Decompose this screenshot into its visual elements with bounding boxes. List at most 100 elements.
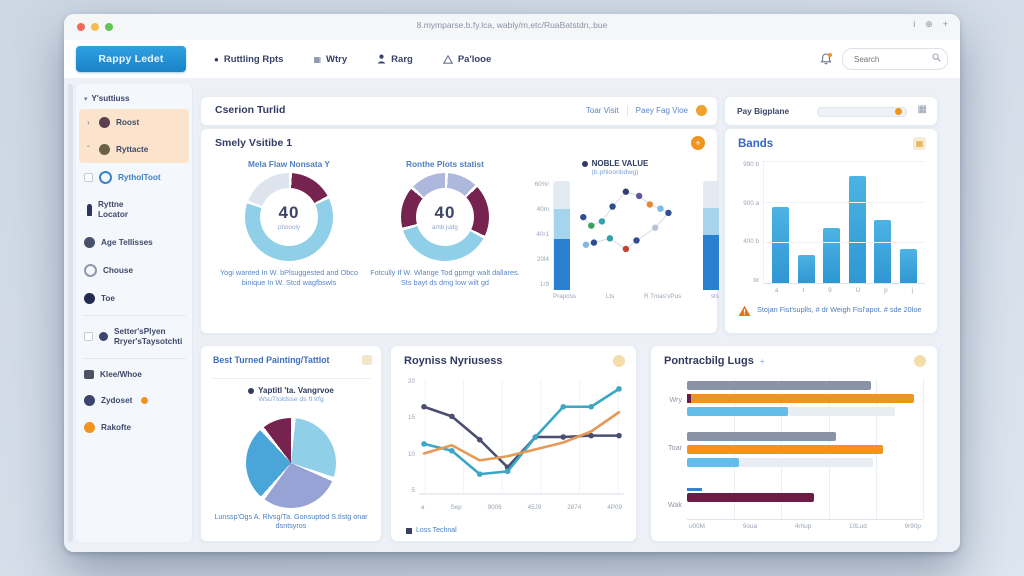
window-add-icon[interactable]: + <box>942 19 948 29</box>
donut-center-value: 40 <box>434 203 456 222</box>
divider <box>82 358 186 359</box>
horizontal-bar-chart: Wry Toar Wak u00M 9oua 4rhup 10Lud 9r90p <box>661 378 924 533</box>
sidebar-header: ▾ Y'suttiuss <box>76 88 192 109</box>
notifications-button[interactable] <box>819 52 833 66</box>
warning-text: Stojan Fist'suplls, # dr Weigh Fisl'apot… <box>757 305 922 314</box>
checkbox[interactable] <box>84 173 93 182</box>
sidebar-item-sublabel: Rryer'sTaysotchti <box>114 336 183 346</box>
sidebar-item-age-tellisses[interactable]: Age Tellisses <box>76 229 192 256</box>
legend-label: Loss Technal <box>416 527 457 534</box>
header-link-1[interactable]: Toar Visit <box>585 106 619 115</box>
sidebar-item-setters[interactable]: Setter'sPlyen Rryer'sTaysotchti <box>76 319 192 356</box>
sidebar-item-rakofte[interactable]: Rakofte <box>76 414 192 441</box>
donut-panel-1: Mela Flaw Nonsata Y 40 phoooly Yogi want… <box>211 157 367 329</box>
person-icon <box>377 54 386 64</box>
legend-label: Yaptitl 'ta. Vangrvoe <box>258 386 334 395</box>
dot-icon <box>84 422 95 433</box>
plot-area <box>763 161 925 284</box>
progress-slider[interactable] <box>817 107 907 117</box>
sidebar-item-ryttne[interactable]: Ryttne Locator <box>76 192 192 229</box>
plot-area <box>552 179 719 290</box>
card-title-plus[interactable]: + <box>759 357 765 366</box>
database-icon <box>84 370 94 379</box>
nav-item-reports[interactable]: ● Ruttling Rpts <box>214 54 283 65</box>
sphere-icon <box>99 117 110 128</box>
nav-item-alerts[interactable]: Pa'looe <box>442 54 491 65</box>
donut-center-value: 40 <box>278 203 300 222</box>
bands-options-icon[interactable]: ▦ <box>913 137 926 150</box>
divider <box>211 378 371 379</box>
chart-caption: Fotcully If W. Wlange Tod gpmgr walt dal… <box>370 268 520 287</box>
window-titlebar: 8.mymparse.b.fy.lca, wably/m,etc/RuaBats… <box>64 14 960 41</box>
dot-icon <box>84 395 95 406</box>
dot-icon <box>84 292 95 304</box>
app-body: ▾ Y'suttiuss › Roost ˆ Ryttacte RytholTo <box>64 78 960 552</box>
checkbox[interactable] <box>84 332 93 342</box>
sidebar-item-zydoset[interactable]: Zydoset <box>76 387 192 414</box>
bar <box>823 228 841 283</box>
legend-sublabel: WsuTtoldsse ds ft lrfg <box>258 396 324 403</box>
sphere-icon <box>99 144 110 155</box>
sidebar-item-label: Zydoset <box>101 396 133 405</box>
donut-panel-2: Ronthe Plots statist 40 amb judg Fotcull… <box>367 157 523 329</box>
donut-center-label: amb judg <box>432 224 458 231</box>
chart-legend: Loss Technal <box>406 527 457 534</box>
donut-chart-2: 40 amb judg <box>400 173 489 261</box>
slider-handle[interactable] <box>895 108 902 115</box>
sidebar-item-rytholtoot[interactable]: RytholToot <box>76 163 192 192</box>
chart-caption: Yogi wanted In W. bPlsuggested and Obco … <box>219 268 359 287</box>
card-title: Bands <box>738 138 774 150</box>
key-icon <box>87 204 92 217</box>
sidebar-item-kleewhoe[interactable]: Klee/Whoe <box>76 362 192 387</box>
legend-dot-icon <box>581 160 588 167</box>
sidebar-item-sublabel: Locator <box>98 210 129 220</box>
window-settings-icon[interactable]: ⊕ <box>925 19 933 29</box>
sidebar-header-label: Y'suttiuss <box>91 94 130 103</box>
card-accent-icon[interactable] <box>613 355 625 367</box>
search-input[interactable] <box>852 50 926 68</box>
nav-item-user[interactable]: Rarg <box>377 54 413 65</box>
search-icon <box>932 53 941 62</box>
sidebar-item-toe[interactable]: Toe <box>76 285 192 312</box>
card-accent-icon[interactable] <box>914 355 926 367</box>
header-link-2[interactable]: Paey Fag Vioe <box>635 106 688 115</box>
app-logo-button[interactable]: Rappy Ledet <box>76 46 186 72</box>
dot-icon <box>99 332 108 342</box>
noble-value-panel: NOBLE VALUE (b.phloonbdwg) 60%! 40m 40r1 20… <box>523 157 719 329</box>
warning-icon <box>738 305 751 316</box>
scrollbar-track[interactable] <box>68 84 73 542</box>
top-navbar: Rappy Ledet ● Ruttling Rpts ▦ Wtry Rarg <box>64 40 960 79</box>
pay-platform-card: Pay Bigplane ▦ <box>724 96 938 126</box>
grid-icon[interactable]: ▦ <box>917 104 927 115</box>
window-title: 8.mymparse.b.fy.lca, wably/m,etc/RuaBats… <box>416 20 608 30</box>
minimize-window-button[interactable] <box>91 23 99 31</box>
forecast-logs-card: Pontracbilg Lugs + Wry Toar Wak u00M 9oua 4r… <box>650 345 938 542</box>
nav-item-grid[interactable]: ▦ Wtry <box>313 54 347 65</box>
sidebar-item-ryttacte[interactable]: ˆ Ryttacte <box>79 136 189 163</box>
card-add-badge[interactable]: + <box>691 136 705 150</box>
filter-icon: ▾ <box>84 95 88 103</box>
window-info-icon[interactable]: i <box>913 19 916 29</box>
sidebar-item-roost[interactable]: › Roost <box>79 109 189 136</box>
bar <box>797 254 815 283</box>
card-options-icon[interactable] <box>362 355 372 365</box>
sidebar-item-chouse[interactable]: Chouse <box>76 256 192 285</box>
close-window-button[interactable] <box>77 23 85 31</box>
row-labels: Wry Toar Wak <box>667 395 682 510</box>
x-axis-labels: a Sep 9006 45J9 2874 4P09 <box>421 504 622 511</box>
legend-sublabel: (b.phloonbdwg) <box>591 169 639 176</box>
nav-item-label: Wtry <box>326 53 348 65</box>
header-orange-icon[interactable] <box>696 105 707 116</box>
sidebar-item-label: Rakofte <box>101 423 132 432</box>
weekly-visitors-card: Smely Vsitibe 1 + Mela Flaw Nonsata Y 40… <box>200 128 719 334</box>
search-box <box>842 48 948 70</box>
card-title: Royniss Nyriusess <box>404 355 503 367</box>
card-title: Pontracbilg Lugs <box>664 355 754 367</box>
maximize-window-button[interactable] <box>105 23 113 31</box>
page-header-card: Cserion Turlid Toar Visit Paey Fag Vioe <box>200 96 718 126</box>
x-axis-labels: u00M 9oua 4rhup 10Lud 9r90p <box>689 523 921 530</box>
donut-hole <box>259 188 318 246</box>
triangle-icon <box>442 54 453 64</box>
